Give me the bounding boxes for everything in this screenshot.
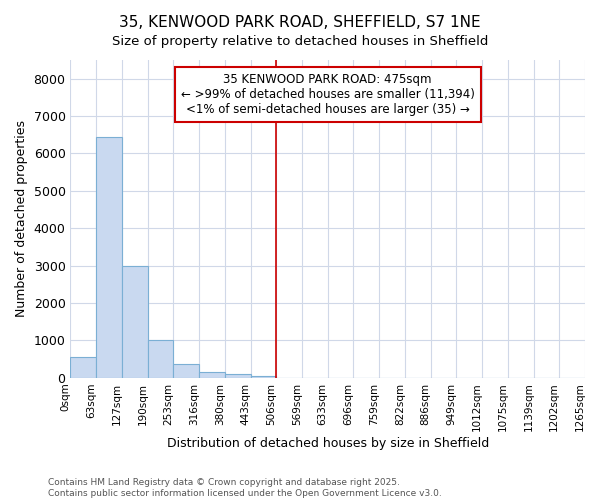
Text: 35, KENWOOD PARK ROAD, SHEFFIELD, S7 1NE: 35, KENWOOD PARK ROAD, SHEFFIELD, S7 1NE [119,15,481,30]
Text: Size of property relative to detached houses in Sheffield: Size of property relative to detached ho… [112,35,488,48]
Bar [70,358,96,378]
Text: Contains HM Land Registry data © Crown copyright and database right 2025.
Contai: Contains HM Land Registry data © Crown c… [48,478,442,498]
Bar [225,374,251,378]
Bar [96,136,122,378]
Bar [251,376,276,378]
Text: 35 KENWOOD PARK ROAD: 475sqm
← >99% of detached houses are smaller (11,394)
<1% : 35 KENWOOD PARK ROAD: 475sqm ← >99% of d… [181,72,475,116]
X-axis label: Distribution of detached houses by size in Sheffield: Distribution of detached houses by size … [167,437,489,450]
Y-axis label: Number of detached properties: Number of detached properties [15,120,28,318]
Bar [122,266,148,378]
Bar [199,372,225,378]
Bar [173,364,199,378]
Bar [148,340,173,378]
